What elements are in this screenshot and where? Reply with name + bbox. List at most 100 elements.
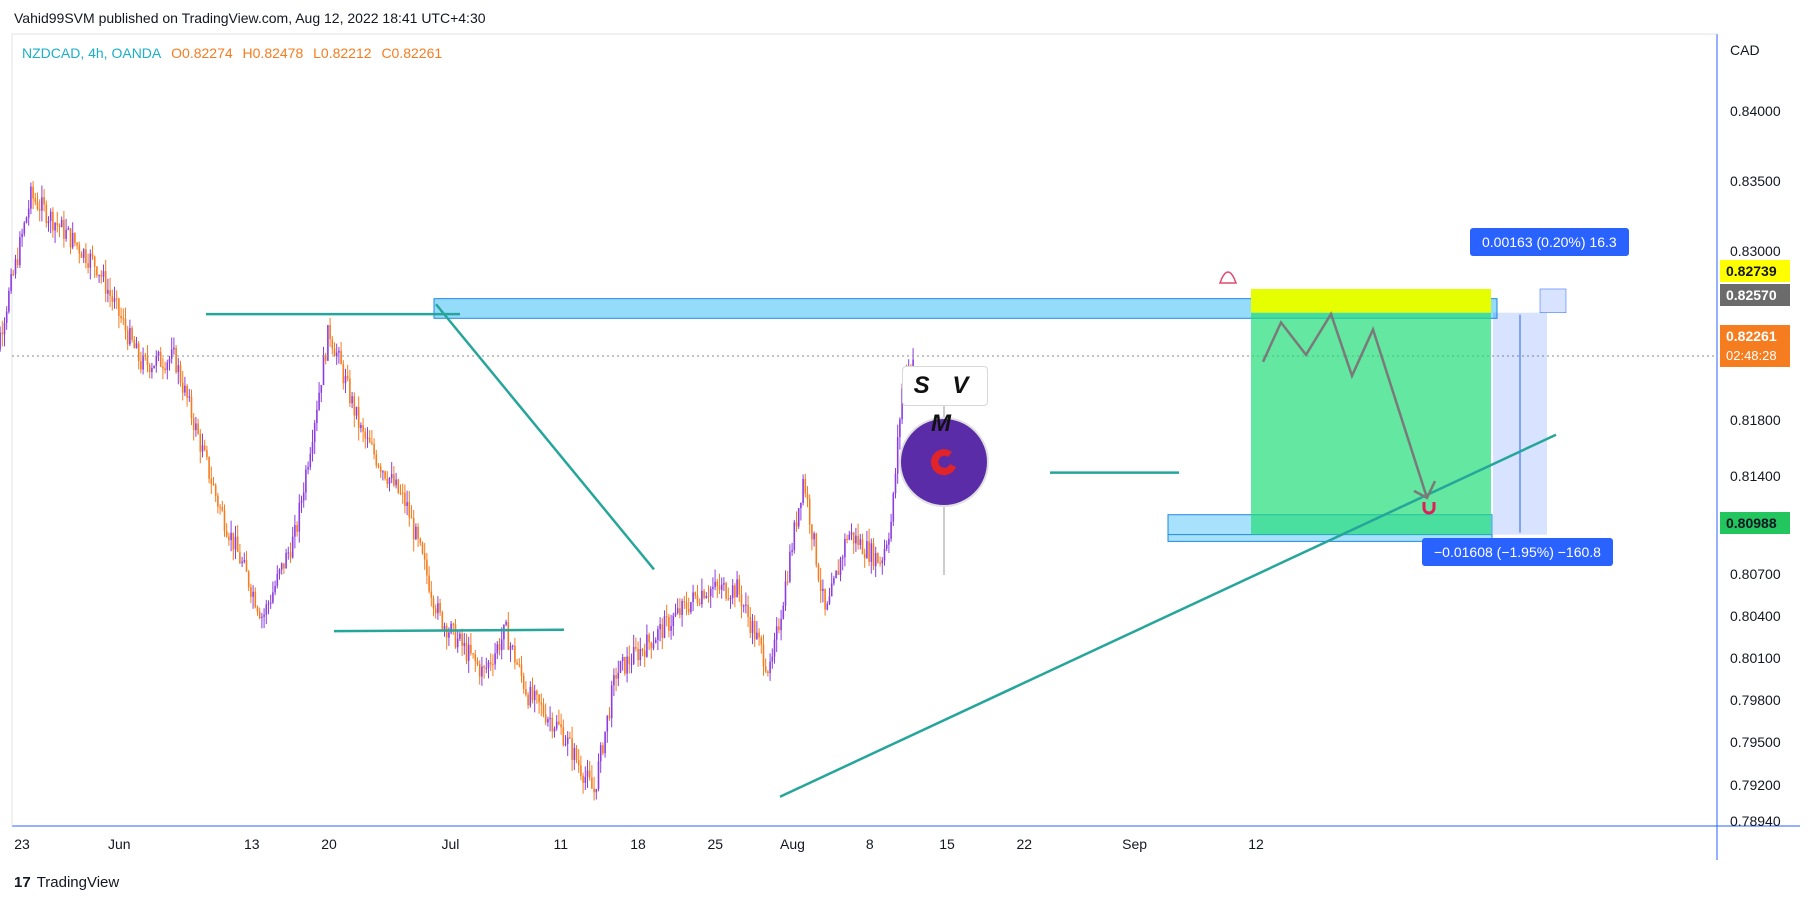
candle-body (71, 232, 74, 248)
candle-body (423, 553, 426, 560)
candle-body (624, 657, 626, 674)
candle-body (828, 596, 831, 604)
candle-body (261, 616, 263, 618)
candle-body (415, 526, 417, 540)
candle-body (518, 664, 521, 666)
resistance-zone (433, 298, 1498, 319)
candle-body (685, 602, 688, 609)
candle-body (360, 425, 362, 429)
candle-body (553, 728, 556, 732)
candle-body (872, 543, 875, 567)
svm-annotation[interactable]: S V M (902, 366, 988, 437)
candle-body (617, 672, 620, 679)
candle-body (234, 536, 237, 550)
ohlc-open: O0.82274 (171, 45, 233, 61)
candle-body (25, 217, 28, 223)
candle-body (318, 392, 320, 410)
candle-body (588, 770, 591, 778)
candle-body (250, 587, 252, 597)
time-tick: 11 (553, 836, 569, 852)
time-tick: 12 (1248, 836, 1264, 852)
candle-body (448, 632, 450, 638)
candle-body (511, 645, 514, 647)
candle-body (749, 616, 752, 633)
candle-body (815, 533, 818, 566)
candle-body (698, 602, 701, 605)
candle-body (595, 788, 598, 793)
candle-body (221, 507, 224, 511)
candle-body (41, 197, 43, 211)
time-tick: 23 (14, 836, 30, 852)
candle-body (56, 223, 59, 226)
candle-body (709, 588, 712, 597)
candle-body (888, 538, 890, 545)
candle-body (192, 417, 195, 431)
candle-body (740, 594, 743, 607)
price-tick: 0.84000 (1730, 103, 1781, 120)
candle-body (32, 186, 34, 199)
candle-body (663, 616, 666, 638)
candle-body (247, 571, 250, 588)
candle-body (848, 534, 851, 540)
candle-body (115, 298, 118, 300)
candle-body (184, 385, 186, 393)
candle-body (364, 431, 367, 439)
candle-body (89, 253, 92, 268)
candle-body (643, 650, 646, 657)
candle-body (520, 664, 523, 676)
candle-body (406, 502, 408, 507)
candle-body (604, 731, 606, 754)
candle-body (335, 352, 338, 357)
price-tick: 0.81800 (1730, 411, 1781, 428)
candle-body (291, 536, 294, 558)
candle-body (481, 666, 483, 677)
candle-body (311, 442, 314, 454)
candle-body (54, 223, 56, 231)
candle-body (397, 479, 400, 493)
candle-body (417, 526, 419, 539)
ohlc-close: C0.82261 (381, 45, 443, 61)
candle-body (228, 536, 230, 541)
candle-body (899, 419, 901, 438)
stop-zone (1251, 288, 1491, 313)
candle-body (76, 242, 78, 246)
candle-body (210, 478, 213, 484)
support-line (333, 628, 565, 633)
measure-lower[interactable]: −0.01608 (−1.95%) −160.8 (1422, 538, 1613, 566)
candle-body (408, 502, 411, 518)
candle-body (104, 271, 107, 294)
candle-body (868, 541, 870, 562)
tradingview-logo[interactable]: 17 TradingView (14, 874, 119, 891)
candle-body (703, 590, 705, 599)
candle-body (371, 442, 373, 444)
candle-body (586, 770, 589, 777)
time-tick: Jun (108, 836, 131, 852)
candle-body (483, 666, 485, 668)
candle-body (826, 603, 829, 610)
candle-body (212, 483, 215, 486)
time-tick: Sep (1122, 836, 1148, 852)
candle-body (133, 339, 136, 349)
candle-body (283, 563, 285, 569)
candle-body (146, 356, 149, 366)
candle-body (566, 737, 569, 744)
projection-arrowhead (1413, 480, 1437, 500)
candle-body (791, 550, 793, 552)
candle-body (153, 365, 155, 368)
candle-body (509, 645, 512, 650)
candle-body (516, 662, 518, 665)
candle-body (324, 355, 327, 361)
candle-body (593, 788, 595, 793)
candle-body (465, 642, 468, 661)
label-0.80988: 0.80988 (1720, 512, 1790, 534)
candle-body (346, 376, 349, 379)
time-tick: 13 (243, 836, 260, 852)
price-tick: 0.79500 (1730, 734, 1781, 751)
candle-body (349, 378, 351, 404)
candle-body (641, 648, 644, 651)
candle-body (813, 533, 815, 540)
measure-upper[interactable]: 0.00163 (0.20%) 16.3 (1470, 228, 1629, 256)
candle-body (661, 624, 664, 638)
candle-body (208, 456, 210, 479)
